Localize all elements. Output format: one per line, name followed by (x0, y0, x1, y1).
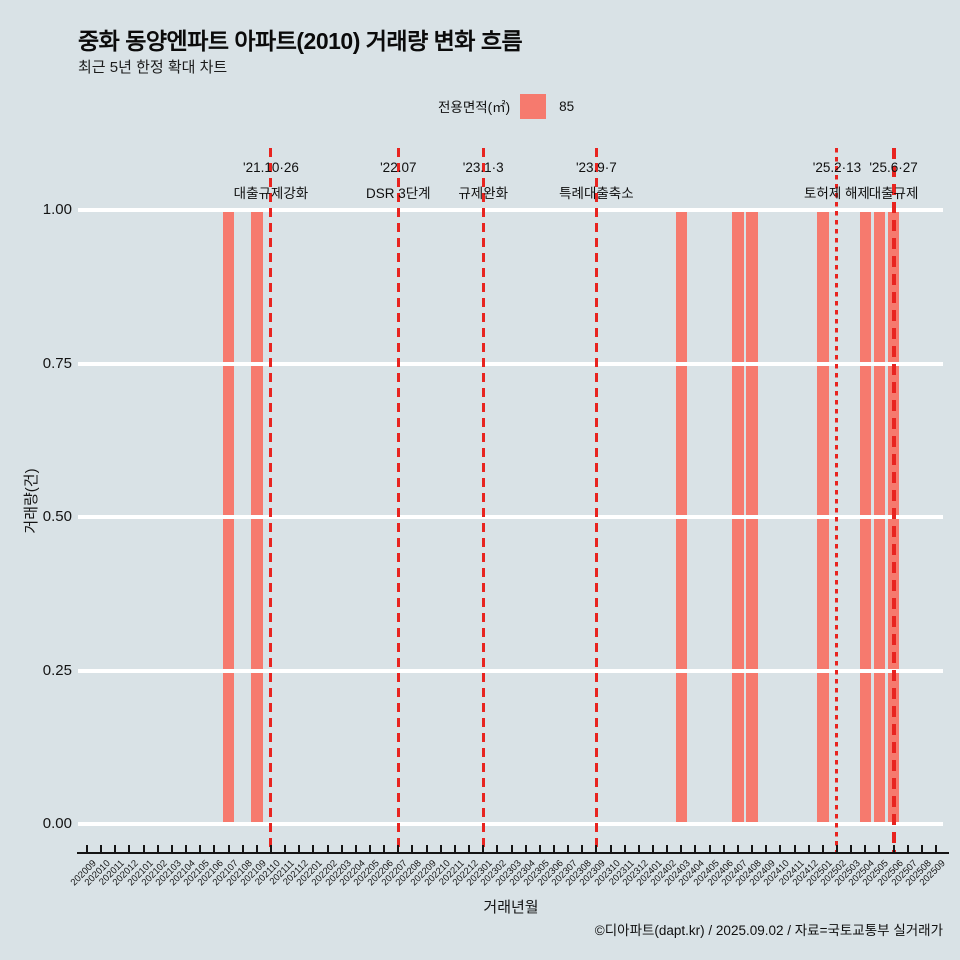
x-tick (369, 845, 371, 853)
event-line-202506 (892, 148, 897, 853)
x-tick (581, 845, 584, 853)
x-tick (354, 845, 357, 853)
x-tick (411, 845, 414, 853)
x-tick (453, 845, 456, 853)
x-tick (298, 845, 301, 853)
x-tick (199, 845, 202, 853)
x-tick (340, 845, 343, 853)
x-tick (920, 845, 923, 853)
x-tick (227, 845, 230, 853)
x-tick (269, 845, 272, 853)
y-tick-label: 1.00 (42, 201, 72, 218)
x-tick (552, 845, 555, 853)
x-tick (397, 845, 400, 853)
x-tick (666, 845, 669, 853)
x-tick (241, 845, 244, 853)
legend-series-label: 85 (559, 98, 575, 114)
event-date: '25.6·27 (869, 160, 918, 175)
legend: 전용면적(㎡) 85 (438, 92, 574, 120)
event-line-202207 (396, 148, 400, 853)
y-tick-label: 0.25 (42, 661, 72, 679)
x-tick (864, 845, 867, 853)
x-tick (482, 845, 485, 853)
y-axis-title: 거래량(건) (23, 468, 40, 534)
event-line-202309 (594, 148, 598, 853)
x-tick (100, 845, 103, 853)
chart-subtitle: 최근 5년 한정 확대 차트 (78, 59, 228, 76)
event-line-202301 (481, 148, 485, 853)
gridline-1.00 (78, 208, 943, 212)
chart-title: 중화 동양엔파트 아파트(2010) 거래량 변화 흐름 (78, 28, 523, 54)
gridline-0.75 (78, 361, 943, 366)
x-tick (567, 845, 570, 853)
gridline-0.50 (78, 515, 943, 519)
y-tick-label: 0.75 (42, 354, 72, 372)
x-tick (779, 845, 782, 853)
x-tick (255, 845, 258, 853)
x-tick (892, 845, 895, 853)
x-tick (524, 845, 527, 853)
x-tick (637, 845, 640, 853)
x-tick (185, 845, 188, 853)
x-tick (510, 845, 513, 853)
legend-title: 전용면적(㎡) (438, 100, 511, 115)
x-tick (312, 845, 315, 853)
x-tick (538, 845, 541, 853)
legend-swatch-icon (520, 93, 547, 119)
x-tick (142, 845, 145, 853)
x-tick (156, 845, 159, 853)
x-tick (821, 845, 824, 853)
x-tick (765, 845, 768, 853)
x-tick (213, 845, 216, 853)
x-tick (878, 845, 881, 853)
x-tick (284, 845, 287, 853)
x-tick (850, 845, 853, 853)
x-tick (86, 845, 88, 853)
y-tick-label: 0.50 (42, 508, 72, 525)
x-tick (708, 845, 711, 853)
gridline-0.00 (78, 822, 943, 826)
y-tick-label: 0.00 (42, 815, 72, 832)
x-axis-title: 거래년월 (483, 899, 539, 916)
gridline-0.25 (78, 668, 943, 673)
x-tick (425, 845, 428, 853)
x-tick (609, 845, 612, 853)
event-line-202110 (269, 148, 273, 853)
x-tick (114, 845, 117, 853)
x-tick (383, 845, 386, 853)
x-tick (736, 845, 739, 853)
x-tick (722, 845, 725, 853)
x-tick (680, 845, 683, 853)
x-tick (652, 845, 654, 853)
x-axis-line (77, 852, 949, 854)
x-tick (439, 845, 442, 853)
x-tick (807, 845, 810, 853)
source-credit: ©디아파트(dapt.kr) / 2025.09.02 / 자료=국토교통부 실… (594, 923, 943, 938)
event-line-202502 (835, 148, 838, 853)
x-tick (935, 845, 937, 853)
x-tick (793, 845, 796, 853)
x-tick (906, 845, 909, 853)
x-tick (128, 845, 131, 853)
x-tick (595, 845, 598, 853)
x-tick (751, 845, 754, 853)
x-tick (468, 845, 471, 853)
x-tick (496, 845, 499, 853)
x-tick (326, 845, 329, 853)
event-label: 대출규제 (868, 186, 919, 201)
x-tick (170, 845, 173, 853)
x-tick (835, 845, 838, 853)
x-tick (694, 845, 697, 853)
x-tick (623, 845, 626, 853)
